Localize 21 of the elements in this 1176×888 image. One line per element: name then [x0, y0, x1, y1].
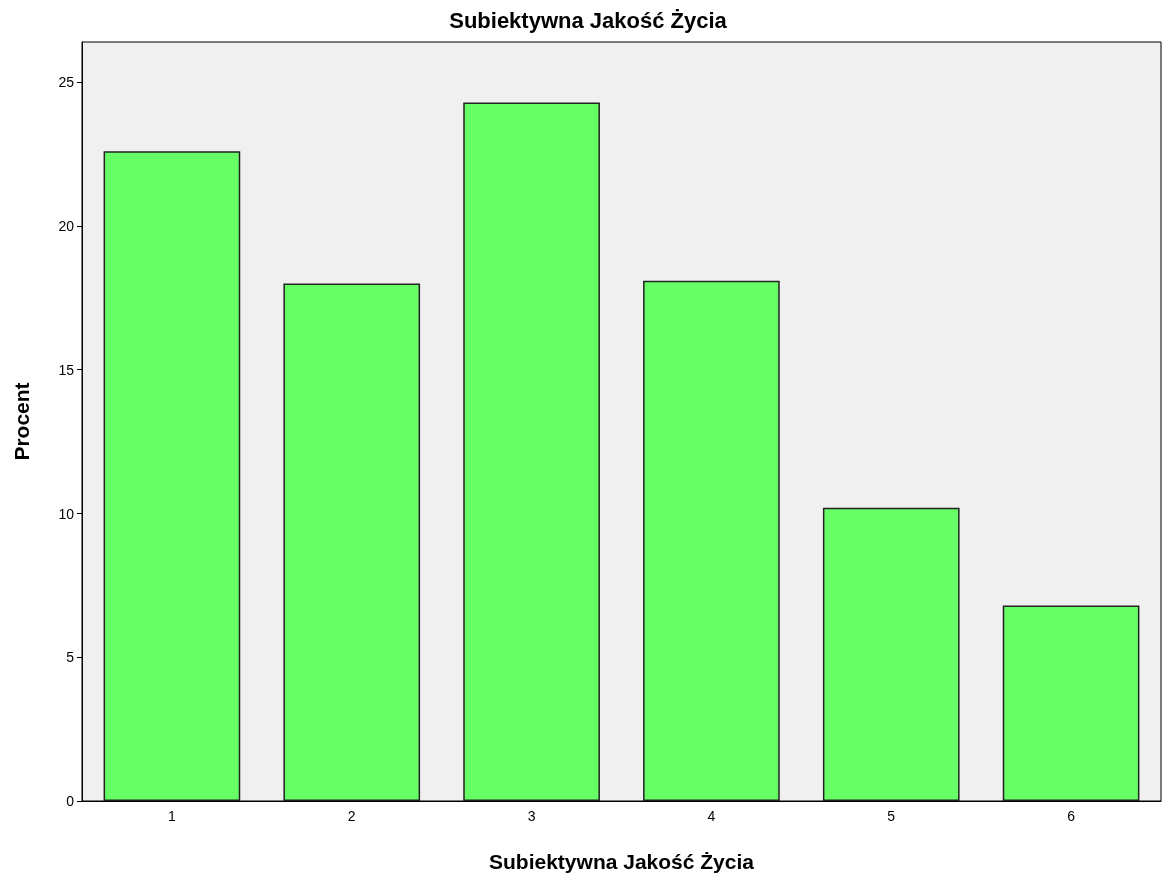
x-tick-label: 4: [707, 808, 716, 824]
y-tick-label: 25: [58, 74, 75, 91]
y-tick-label: 20: [58, 218, 75, 234]
y-axis-title: Procent: [10, 382, 33, 461]
x-tick-label: 2: [347, 808, 356, 824]
x-tick-label: 5: [887, 808, 896, 824]
bar: [283, 283, 421, 801]
chart-title: Subiektywna Jakość Życia: [449, 7, 728, 33]
y-tick-label: 0: [66, 793, 75, 809]
bar: [103, 151, 241, 801]
bar: [1002, 605, 1140, 801]
bar: [822, 507, 960, 801]
y-tick-label: 5: [66, 649, 75, 666]
x-tick-label: 1: [168, 808, 177, 824]
x-axis-title: Subiektywna Jakość Życia: [489, 850, 755, 873]
y-tick-label: 15: [58, 361, 75, 378]
bar: [643, 280, 780, 801]
y-tick-label: 10: [58, 505, 75, 522]
bar: [463, 102, 600, 801]
x-tick-label: 3: [527, 808, 536, 824]
x-tick-label: 6: [1067, 808, 1076, 824]
